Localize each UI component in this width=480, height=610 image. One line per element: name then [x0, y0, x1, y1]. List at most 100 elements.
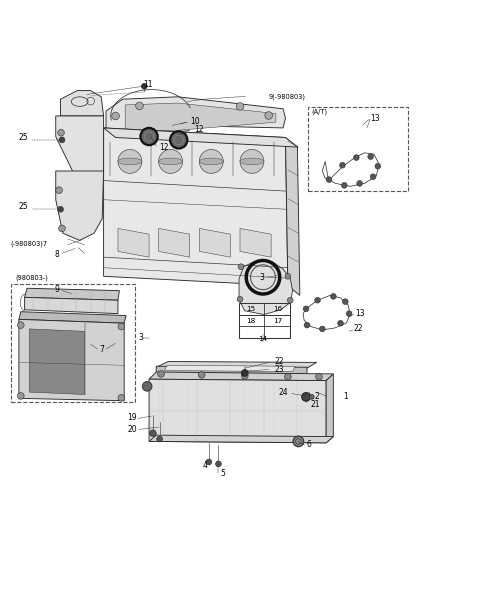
- Circle shape: [58, 206, 63, 212]
- Polygon shape: [56, 116, 104, 183]
- Circle shape: [216, 461, 221, 467]
- Text: 4: 4: [203, 461, 208, 470]
- Polygon shape: [158, 228, 190, 257]
- Circle shape: [342, 299, 348, 304]
- Ellipse shape: [240, 158, 264, 165]
- Circle shape: [157, 370, 164, 377]
- Text: 1: 1: [343, 392, 348, 401]
- Circle shape: [198, 371, 205, 378]
- Circle shape: [357, 181, 362, 186]
- Circle shape: [56, 187, 62, 193]
- Circle shape: [304, 322, 310, 328]
- Circle shape: [136, 102, 144, 110]
- Circle shape: [288, 297, 293, 303]
- Polygon shape: [240, 228, 271, 257]
- Circle shape: [141, 128, 157, 145]
- Circle shape: [142, 84, 147, 89]
- Circle shape: [59, 137, 65, 143]
- Text: (-980803)7: (-980803)7: [10, 240, 48, 247]
- Circle shape: [58, 129, 64, 136]
- Circle shape: [238, 264, 244, 270]
- Text: 2: 2: [315, 392, 319, 401]
- Polygon shape: [239, 259, 293, 315]
- Text: 14: 14: [258, 337, 267, 342]
- Text: 3: 3: [259, 273, 264, 282]
- Text: 25: 25: [19, 133, 28, 142]
- Text: 7: 7: [100, 345, 105, 354]
- Polygon shape: [19, 312, 126, 323]
- Circle shape: [241, 373, 248, 379]
- Circle shape: [341, 182, 347, 188]
- Circle shape: [315, 297, 321, 303]
- Bar: [11, 284, 135, 401]
- Circle shape: [285, 273, 291, 279]
- Text: 9: 9: [55, 285, 60, 294]
- Circle shape: [112, 112, 120, 120]
- Text: 18: 18: [246, 318, 256, 325]
- Text: 12: 12: [159, 143, 169, 151]
- Circle shape: [199, 149, 223, 173]
- Text: 13: 13: [370, 114, 380, 123]
- Polygon shape: [29, 329, 84, 395]
- Circle shape: [339, 162, 345, 168]
- Text: 8: 8: [55, 249, 60, 259]
- Text: 3: 3: [138, 332, 143, 342]
- Text: 23: 23: [275, 365, 284, 374]
- Polygon shape: [125, 103, 276, 133]
- Circle shape: [326, 177, 332, 182]
- Circle shape: [118, 323, 125, 330]
- Polygon shape: [24, 289, 120, 300]
- Polygon shape: [149, 372, 333, 381]
- Text: 25: 25: [19, 203, 28, 212]
- Text: (980803-): (980803-): [15, 274, 48, 281]
- Circle shape: [59, 225, 65, 232]
- Circle shape: [285, 373, 291, 380]
- Circle shape: [118, 149, 142, 173]
- Text: 20: 20: [128, 425, 138, 434]
- Text: 22: 22: [275, 357, 284, 366]
- Circle shape: [143, 382, 152, 391]
- Circle shape: [158, 149, 182, 173]
- Polygon shape: [104, 128, 288, 286]
- Text: 9(-980803): 9(-980803): [269, 93, 306, 99]
- Circle shape: [302, 393, 311, 401]
- Text: 24: 24: [278, 388, 288, 397]
- Circle shape: [237, 296, 243, 302]
- Circle shape: [17, 321, 24, 328]
- Circle shape: [310, 395, 314, 400]
- Ellipse shape: [158, 158, 182, 165]
- Text: (A/T): (A/T): [312, 109, 328, 115]
- Polygon shape: [24, 297, 118, 314]
- Text: 15: 15: [246, 306, 256, 312]
- Polygon shape: [19, 320, 124, 401]
- Circle shape: [170, 131, 187, 148]
- Text: 11: 11: [144, 81, 153, 89]
- Text: 10: 10: [190, 117, 200, 126]
- Polygon shape: [164, 365, 295, 371]
- Text: 13: 13: [355, 309, 364, 318]
- Polygon shape: [326, 374, 333, 443]
- Circle shape: [330, 293, 336, 300]
- Circle shape: [118, 395, 125, 401]
- Text: 6: 6: [306, 440, 311, 449]
- Text: 17: 17: [273, 318, 282, 325]
- Polygon shape: [156, 362, 317, 368]
- Circle shape: [337, 320, 343, 326]
- Circle shape: [157, 436, 162, 442]
- Ellipse shape: [118, 158, 142, 165]
- Polygon shape: [149, 435, 333, 443]
- Circle shape: [293, 436, 304, 447]
- Circle shape: [236, 102, 244, 110]
- Circle shape: [346, 310, 352, 317]
- Circle shape: [265, 112, 273, 120]
- Ellipse shape: [199, 158, 223, 165]
- Polygon shape: [60, 90, 104, 116]
- Circle shape: [375, 163, 381, 169]
- Text: 19: 19: [127, 414, 137, 423]
- Polygon shape: [104, 128, 298, 147]
- Text: 21: 21: [311, 400, 320, 409]
- Circle shape: [241, 370, 248, 376]
- Polygon shape: [149, 379, 326, 443]
- Polygon shape: [156, 366, 307, 374]
- Text: 12: 12: [194, 125, 204, 134]
